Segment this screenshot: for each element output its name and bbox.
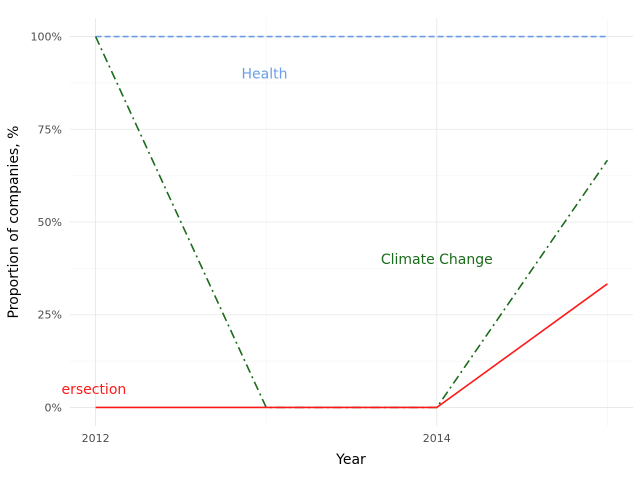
series-line-climate-change (94, 36, 609, 409)
series-layer (94, 35, 609, 409)
y-tick-label: 100% (31, 31, 62, 44)
series-label-layer: Health Climate Change ersection (61, 67, 492, 398)
x-axis-title: Year (335, 452, 366, 468)
series-label-climate-change: Climate Change (381, 252, 493, 268)
series-label-health: Health (241, 67, 287, 83)
x-tick-label: 2012 (82, 432, 110, 445)
y-tick-label: 25% (38, 309, 62, 322)
x-tick-label: 2014 (423, 432, 451, 445)
y-axis-title: Proportion of companies, % (6, 126, 22, 319)
tick-label-layer: 0% 25% 50% 75% 100% 2012 2014 (31, 31, 451, 445)
y-tick-label: 75% (38, 123, 62, 136)
series-label-intersection: ersection (61, 382, 126, 398)
y-tick-label: 0% (45, 401, 62, 414)
grid-layer (70, 18, 633, 426)
series-line-intersection (95, 283, 608, 409)
y-tick-label: 50% (38, 216, 62, 229)
